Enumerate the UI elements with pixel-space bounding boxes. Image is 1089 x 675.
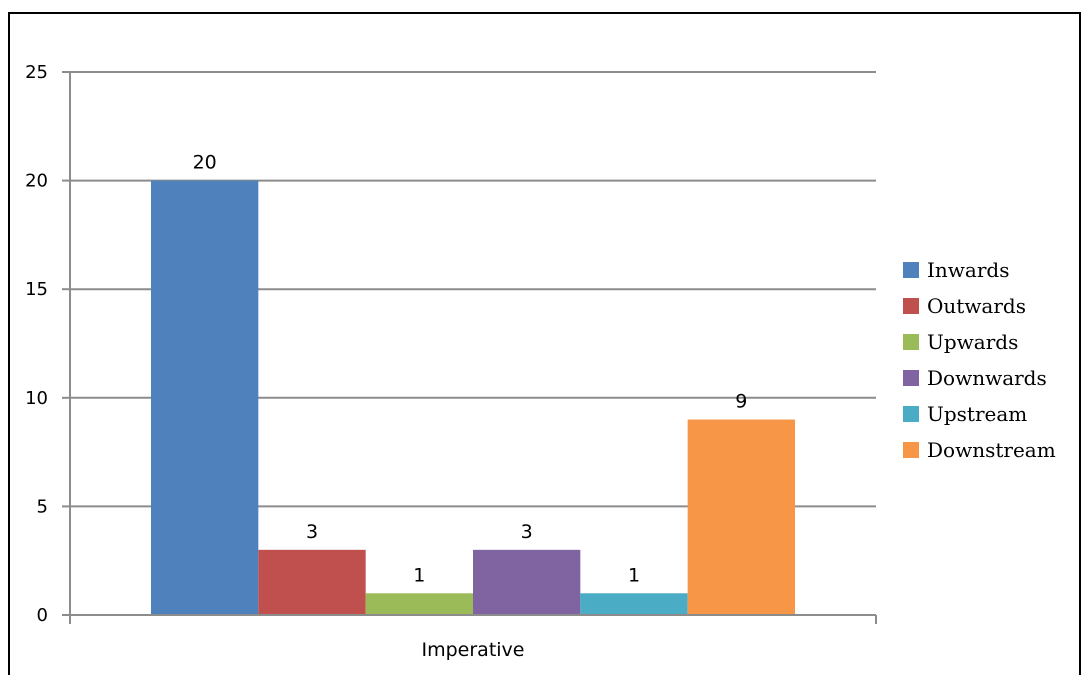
data-label: 3 [306,521,318,543]
legend-swatch-downstream [903,442,919,458]
bar-upstream [580,593,688,615]
data-label: 9 [735,391,747,413]
legend-label-inwards: Inwards [927,258,1009,282]
bars [151,180,795,615]
y-axis: 0 5 10 15 20 25 [25,62,71,626]
bar-upwards [365,593,473,615]
y-tick-label: 10 [25,388,48,409]
bar-inwards [151,180,259,615]
x-axis: Imperative [69,614,877,661]
data-label: 20 [193,152,217,174]
bar-downstream [687,419,795,615]
legend-label-upstream: Upstream [927,402,1027,426]
data-labels: 20 3 1 3 1 9 [193,152,748,587]
y-tick-label: 20 [25,171,48,192]
data-label: 1 [628,564,640,586]
x-category-label: Imperative [422,639,525,661]
legend-label-upwards: Upwards [927,330,1018,354]
y-tick-label: 0 [37,605,48,626]
legend-swatch-outwards [903,298,919,314]
y-tick-label: 15 [25,279,48,300]
legend-swatch-upwards [903,334,919,350]
legend-swatch-inwards [903,262,919,278]
bar-outwards [258,549,366,615]
legend-swatch-downwards [903,370,919,386]
bar-downwards [473,549,581,615]
legend-label-outwards: Outwards [927,294,1026,318]
y-tick-label: 25 [25,62,48,83]
legend-label-downstream: Downstream [927,438,1056,462]
y-tick-label: 5 [37,496,48,517]
data-label: 1 [413,564,425,586]
legend-label-downwards: Downwards [927,366,1047,390]
legend: Inwards Outwards Upwards Downwards Upstream D… [903,258,1056,462]
legend-swatch-upstream [903,406,919,422]
data-label: 3 [521,521,533,543]
